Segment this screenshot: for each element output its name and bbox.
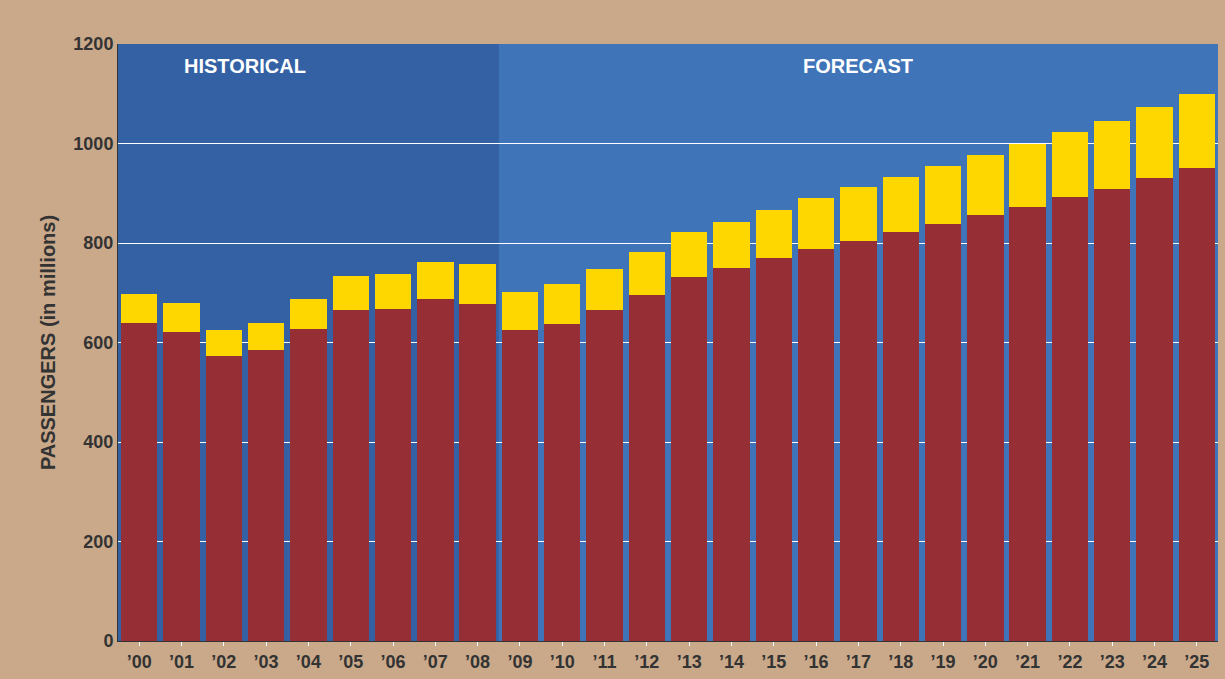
svg-text:200: 200 <box>83 532 113 552</box>
svg-text:400: 400 <box>83 432 113 452</box>
svg-text:’12: ’12 <box>634 652 659 672</box>
svg-text:600: 600 <box>83 333 113 353</box>
svg-text:1200: 1200 <box>73 34 113 54</box>
svg-text:’18: ’18 <box>888 652 913 672</box>
svg-text:’21: ’21 <box>1015 652 1040 672</box>
svg-text:’02: ’02 <box>211 652 236 672</box>
svg-text:’10: ’10 <box>550 652 575 672</box>
svg-text:’04: ’04 <box>296 652 321 672</box>
svg-text:’24: ’24 <box>1142 652 1167 672</box>
svg-text:800: 800 <box>83 233 113 253</box>
svg-text:’05: ’05 <box>338 652 363 672</box>
svg-text:1000: 1000 <box>73 134 113 154</box>
svg-text:’16: ’16 <box>804 652 829 672</box>
svg-text:’14: ’14 <box>719 652 744 672</box>
svg-text:’19: ’19 <box>930 652 955 672</box>
svg-text:’13: ’13 <box>677 652 702 672</box>
svg-text:’22: ’22 <box>1057 652 1082 672</box>
svg-text:0: 0 <box>103 631 113 651</box>
svg-text:’11: ’11 <box>593 652 617 672</box>
svg-text:PASSENGERS (in millions): PASSENGERS (in millions) <box>37 215 59 470</box>
svg-text:FORECAST: FORECAST <box>803 55 913 77</box>
svg-text:’15: ’15 <box>761 652 786 672</box>
svg-text:’08: ’08 <box>465 652 490 672</box>
svg-text:’03: ’03 <box>254 652 279 672</box>
svg-text:’17: ’17 <box>846 652 871 672</box>
svg-text:’07: ’07 <box>423 652 448 672</box>
svg-text:’00: ’00 <box>127 652 152 672</box>
svg-text:’06: ’06 <box>380 652 405 672</box>
svg-text:’20: ’20 <box>973 652 998 672</box>
svg-text:’23: ’23 <box>1100 652 1125 672</box>
svg-text:’01: ’01 <box>169 652 194 672</box>
svg-text:HISTORICAL: HISTORICAL <box>184 55 306 77</box>
svg-text:’25: ’25 <box>1184 652 1209 672</box>
svg-text:’09: ’09 <box>507 652 532 672</box>
